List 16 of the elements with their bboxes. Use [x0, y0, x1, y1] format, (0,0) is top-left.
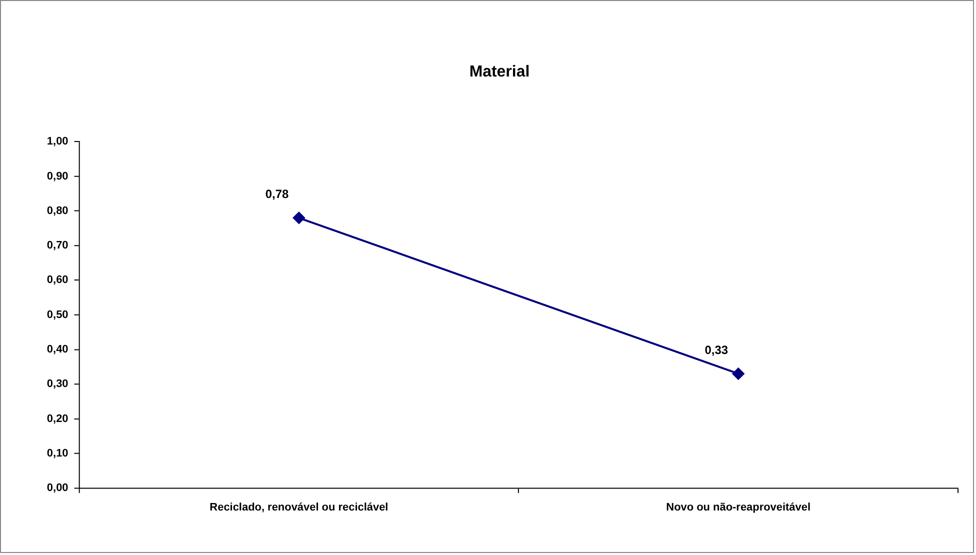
- y-tick-label: 0,50: [46, 308, 68, 321]
- chart-title: Material: [469, 64, 530, 81]
- y-tick-label: 0,70: [46, 240, 68, 252]
- x-tick-label: Reciclado, renovável ou reciclável: [210, 502, 388, 514]
- data-label: 0,78: [265, 186, 289, 201]
- y-tick-label: 0,60: [46, 274, 68, 286]
- x-tick-label: Novo ou não-reaproveitável: [666, 502, 811, 514]
- y-tick-label: 0,30: [46, 378, 68, 390]
- data-label: 0,33: [704, 342, 728, 357]
- y-tick-label: 0,20: [46, 412, 68, 425]
- y-tick-label: 0,00: [46, 482, 68, 494]
- y-tick-label: 0,80: [46, 204, 68, 217]
- y-tick-label: 1,00: [46, 136, 68, 148]
- y-tick-label: 0,90: [46, 170, 68, 182]
- y-tick-label: 0,40: [46, 344, 68, 356]
- y-tick-label: 0,10: [46, 447, 68, 460]
